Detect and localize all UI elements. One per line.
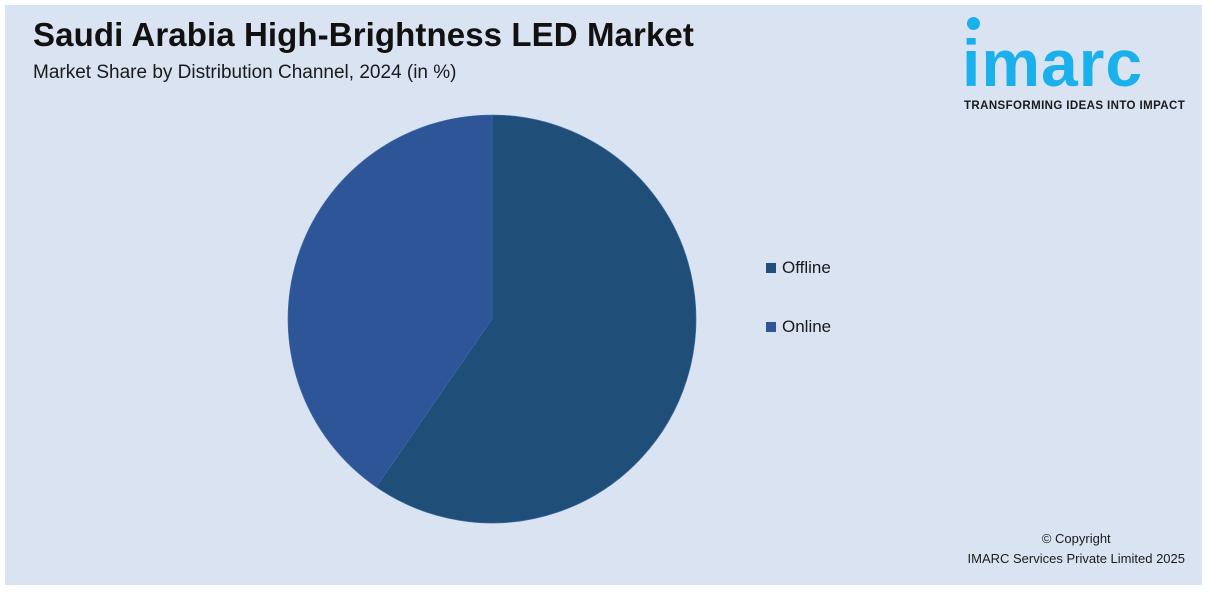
pie-slice-online [287, 114, 493, 488]
copyright-notice: © Copyright IMARC Services Private Limit… [968, 529, 1185, 569]
copyright-line-1: © Copyright [1041, 531, 1111, 546]
logo-dot [967, 17, 980, 30]
legend-swatch [766, 263, 776, 273]
logo-wordmark: imarc [962, 26, 1144, 100]
copyright-line-2: IMARC Services Private Limited 2025 [967, 551, 1185, 566]
legend-label: Offline [782, 258, 831, 277]
chart-subtitle: Market Share by Distribution Channel, 20… [33, 62, 457, 83]
chart-title: Saudi Arabia High-Brightness LED Market [33, 16, 694, 53]
legend-label: Online [782, 317, 832, 336]
logo-tagline: TRANSFORMING IDEAS INTO IMPACT [964, 100, 1186, 112]
legend-item-offline: Offline [766, 258, 831, 278]
pie-slice-offline [375, 114, 697, 524]
imarc-logo: imarc TRANSFORMING IDEAS INTO IMPACT [962, 14, 1194, 118]
legend-item-online: Online [766, 317, 831, 337]
legend-swatch [766, 322, 776, 332]
